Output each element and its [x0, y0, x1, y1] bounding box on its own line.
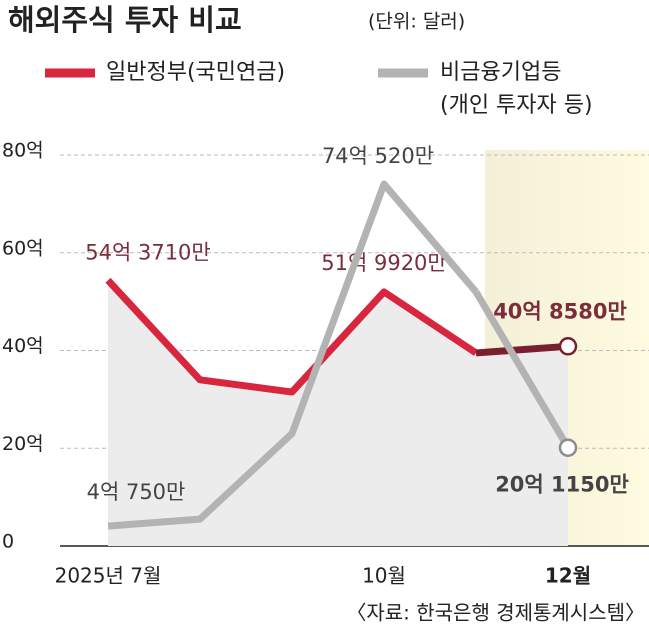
legend-label: 비금융기업등: [440, 60, 561, 85]
y-tick-label: 60억: [2, 237, 44, 259]
value-label: 40억 8580만: [493, 299, 627, 323]
end-point: [558, 438, 578, 457]
x-tick-label: 2025년 7월: [55, 564, 162, 588]
series-line-end: [472, 290, 572, 450]
value-label: 54억 3710만: [85, 240, 210, 264]
value-label: 4억 750만: [87, 480, 186, 504]
y-tick-label: 80억: [2, 140, 44, 162]
y-tick-label: 20억: [2, 433, 44, 455]
value-label: 20억 1150만: [495, 473, 629, 497]
end-point: [558, 337, 578, 356]
value-label: 74억 520만: [322, 144, 434, 168]
chart-subtitle: (단위: 달러): [368, 11, 465, 33]
chart-title: 해외주식 투자 비교: [8, 3, 242, 37]
y-tick-label: 40억: [2, 335, 44, 357]
source: 〈자료: 한국은행 경제통계시스템〉: [346, 601, 645, 625]
series-line: [105, 277, 478, 396]
value-label: 51억 9920만: [321, 251, 446, 275]
x-tick-label: 10월: [362, 564, 406, 588]
area: [108, 280, 568, 546]
series-line-end: [475, 342, 569, 357]
legend-note: (개인 투자자 등): [440, 93, 593, 118]
series-line: [107, 180, 479, 530]
x-tick-label: 12월: [545, 564, 591, 588]
legend-label: 일반정부(국민연금): [106, 60, 285, 85]
y-tick-label: 0: [2, 531, 14, 553]
